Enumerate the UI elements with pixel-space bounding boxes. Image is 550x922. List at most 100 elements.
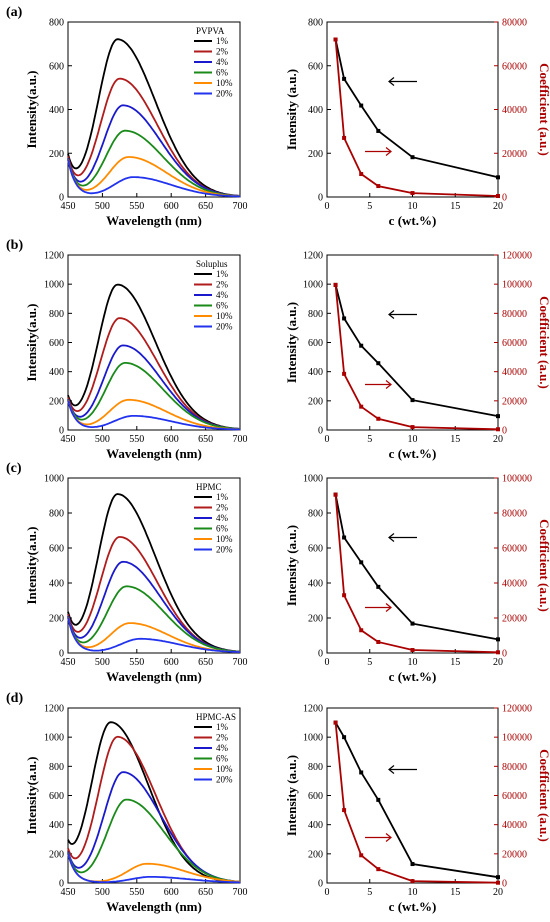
legend-entry: 4%: [216, 57, 229, 67]
coefficient-point: [376, 639, 381, 644]
x-tick-label: 500: [95, 657, 110, 668]
y2-axis-title: Coefficient (a.u.): [537, 519, 550, 612]
x-tick-label: 700: [233, 887, 248, 898]
right-arrow-head-icon: [385, 147, 392, 156]
x-tick-label: 650: [198, 434, 213, 445]
intensity-point: [496, 637, 500, 642]
y-tick-label: 200: [308, 849, 323, 860]
intensity-point: [410, 621, 415, 626]
coefficient-point: [333, 492, 338, 497]
coefficient-point: [333, 282, 338, 287]
y2-tick-label: 40000: [502, 105, 527, 116]
spectrum-line-10pct: [67, 398, 240, 431]
x-tick-label: 20: [493, 887, 503, 898]
coefficient-point: [342, 593, 347, 598]
intensity-point: [359, 103, 364, 108]
coefficient-point: [342, 371, 347, 376]
legend-entry: 1%: [216, 269, 229, 279]
intensity-point: [410, 155, 415, 160]
y-tick-label: 1000: [44, 280, 64, 291]
coefficient-point: [359, 853, 364, 858]
x-tick-label: 5: [367, 657, 372, 668]
y-tick-label: 600: [308, 791, 323, 802]
x-tick-label: 700: [233, 434, 248, 445]
y-tick-label: 800: [49, 762, 64, 773]
x-tick-label: 10: [408, 887, 418, 898]
right-arrow-head-icon: [385, 833, 392, 842]
y-tick-label: 200: [49, 149, 64, 160]
intensity-line: [334, 722, 499, 879]
x-tick-label: 10: [408, 657, 418, 668]
y-tick-label: 200: [308, 614, 323, 625]
y2-tick-label: 60000: [502, 544, 527, 555]
x-tick-label: 15: [450, 434, 460, 445]
x-tick-label: 5: [367, 434, 372, 445]
y-tick-label: 0: [59, 649, 64, 660]
plot-frame: [67, 21, 241, 198]
intensity-point: [359, 770, 364, 775]
left-arrow-head-icon: [388, 310, 395, 319]
coefficient-point: [410, 191, 415, 196]
y-tick-label: 600: [49, 544, 64, 555]
legend-entry: 10%: [216, 78, 233, 88]
spectrum-line-20pct: [67, 400, 240, 431]
x-tick-label: 20: [493, 434, 503, 445]
y-tick-label: 800: [308, 762, 323, 773]
intensity-line: [334, 284, 499, 417]
coefficient-point: [342, 135, 347, 140]
x-tick-label: 500: [95, 434, 110, 445]
spectrum-line-2pct: [67, 735, 241, 883]
coefficient-point: [359, 404, 364, 409]
y2-tick-label: 80000: [502, 309, 527, 320]
y-tick-label: 800: [49, 18, 64, 29]
x-tick-label: 700: [233, 657, 248, 668]
x-tick-label: 650: [198, 887, 213, 898]
y-axis-title: Intensity(a.u.): [24, 756, 39, 834]
y2-tick-label: 100000: [502, 733, 532, 744]
spectrum-line-20pct: [67, 617, 241, 653]
coefficient-point: [342, 808, 347, 813]
coefficient-point: [376, 416, 381, 421]
y2-tick-label: 120000: [502, 704, 532, 715]
legend-entry: 10%: [216, 311, 233, 321]
y-tick-label: 600: [308, 338, 323, 349]
y2-tick-label: 0: [502, 193, 507, 204]
intensity-point: [342, 735, 347, 740]
y2-tick-label: 0: [502, 879, 507, 890]
legend-title: PVPVA: [196, 26, 225, 36]
x-tick-label: 450: [61, 434, 76, 445]
y2-tick-label: 0: [502, 426, 507, 437]
x-tick-label: 550: [129, 434, 144, 445]
y-tick-label: 1000: [303, 280, 323, 291]
spectrum-line-1pct: [67, 493, 241, 653]
y-tick-label: 400: [308, 579, 323, 590]
x-tick-label: 15: [450, 657, 460, 668]
x-tick-label: 450: [61, 201, 76, 212]
y-tick-label: 1200: [303, 704, 323, 715]
coefficient-point: [410, 648, 415, 653]
coefficient-line: [334, 284, 499, 431]
x-tick-label: 550: [129, 201, 144, 212]
legend-entry: 6%: [216, 301, 229, 311]
y-tick-label: 600: [308, 61, 323, 72]
x-tick-label: 0: [325, 201, 330, 212]
intensity-point: [342, 76, 347, 81]
y2-tick-label: 20000: [502, 849, 527, 860]
coefficient-point: [496, 880, 500, 885]
intensity-point: [376, 361, 381, 366]
legend-entry: 2%: [216, 503, 229, 513]
y-axis-title: Intensity (a.u.): [284, 302, 299, 383]
x-tick-label: 550: [129, 887, 144, 898]
x-tick-label: 700: [233, 201, 248, 212]
legend-entry: 6%: [216, 68, 229, 78]
x-axis-title: Wavelength (nm): [106, 669, 202, 684]
x-tick-label: 500: [95, 887, 110, 898]
legend-title: HPMC-AS: [196, 712, 236, 722]
y-tick-label: 800: [49, 309, 64, 320]
y-tick-label: 0: [318, 193, 323, 204]
intensity-point: [342, 535, 347, 540]
plot-frame: [326, 254, 499, 431]
